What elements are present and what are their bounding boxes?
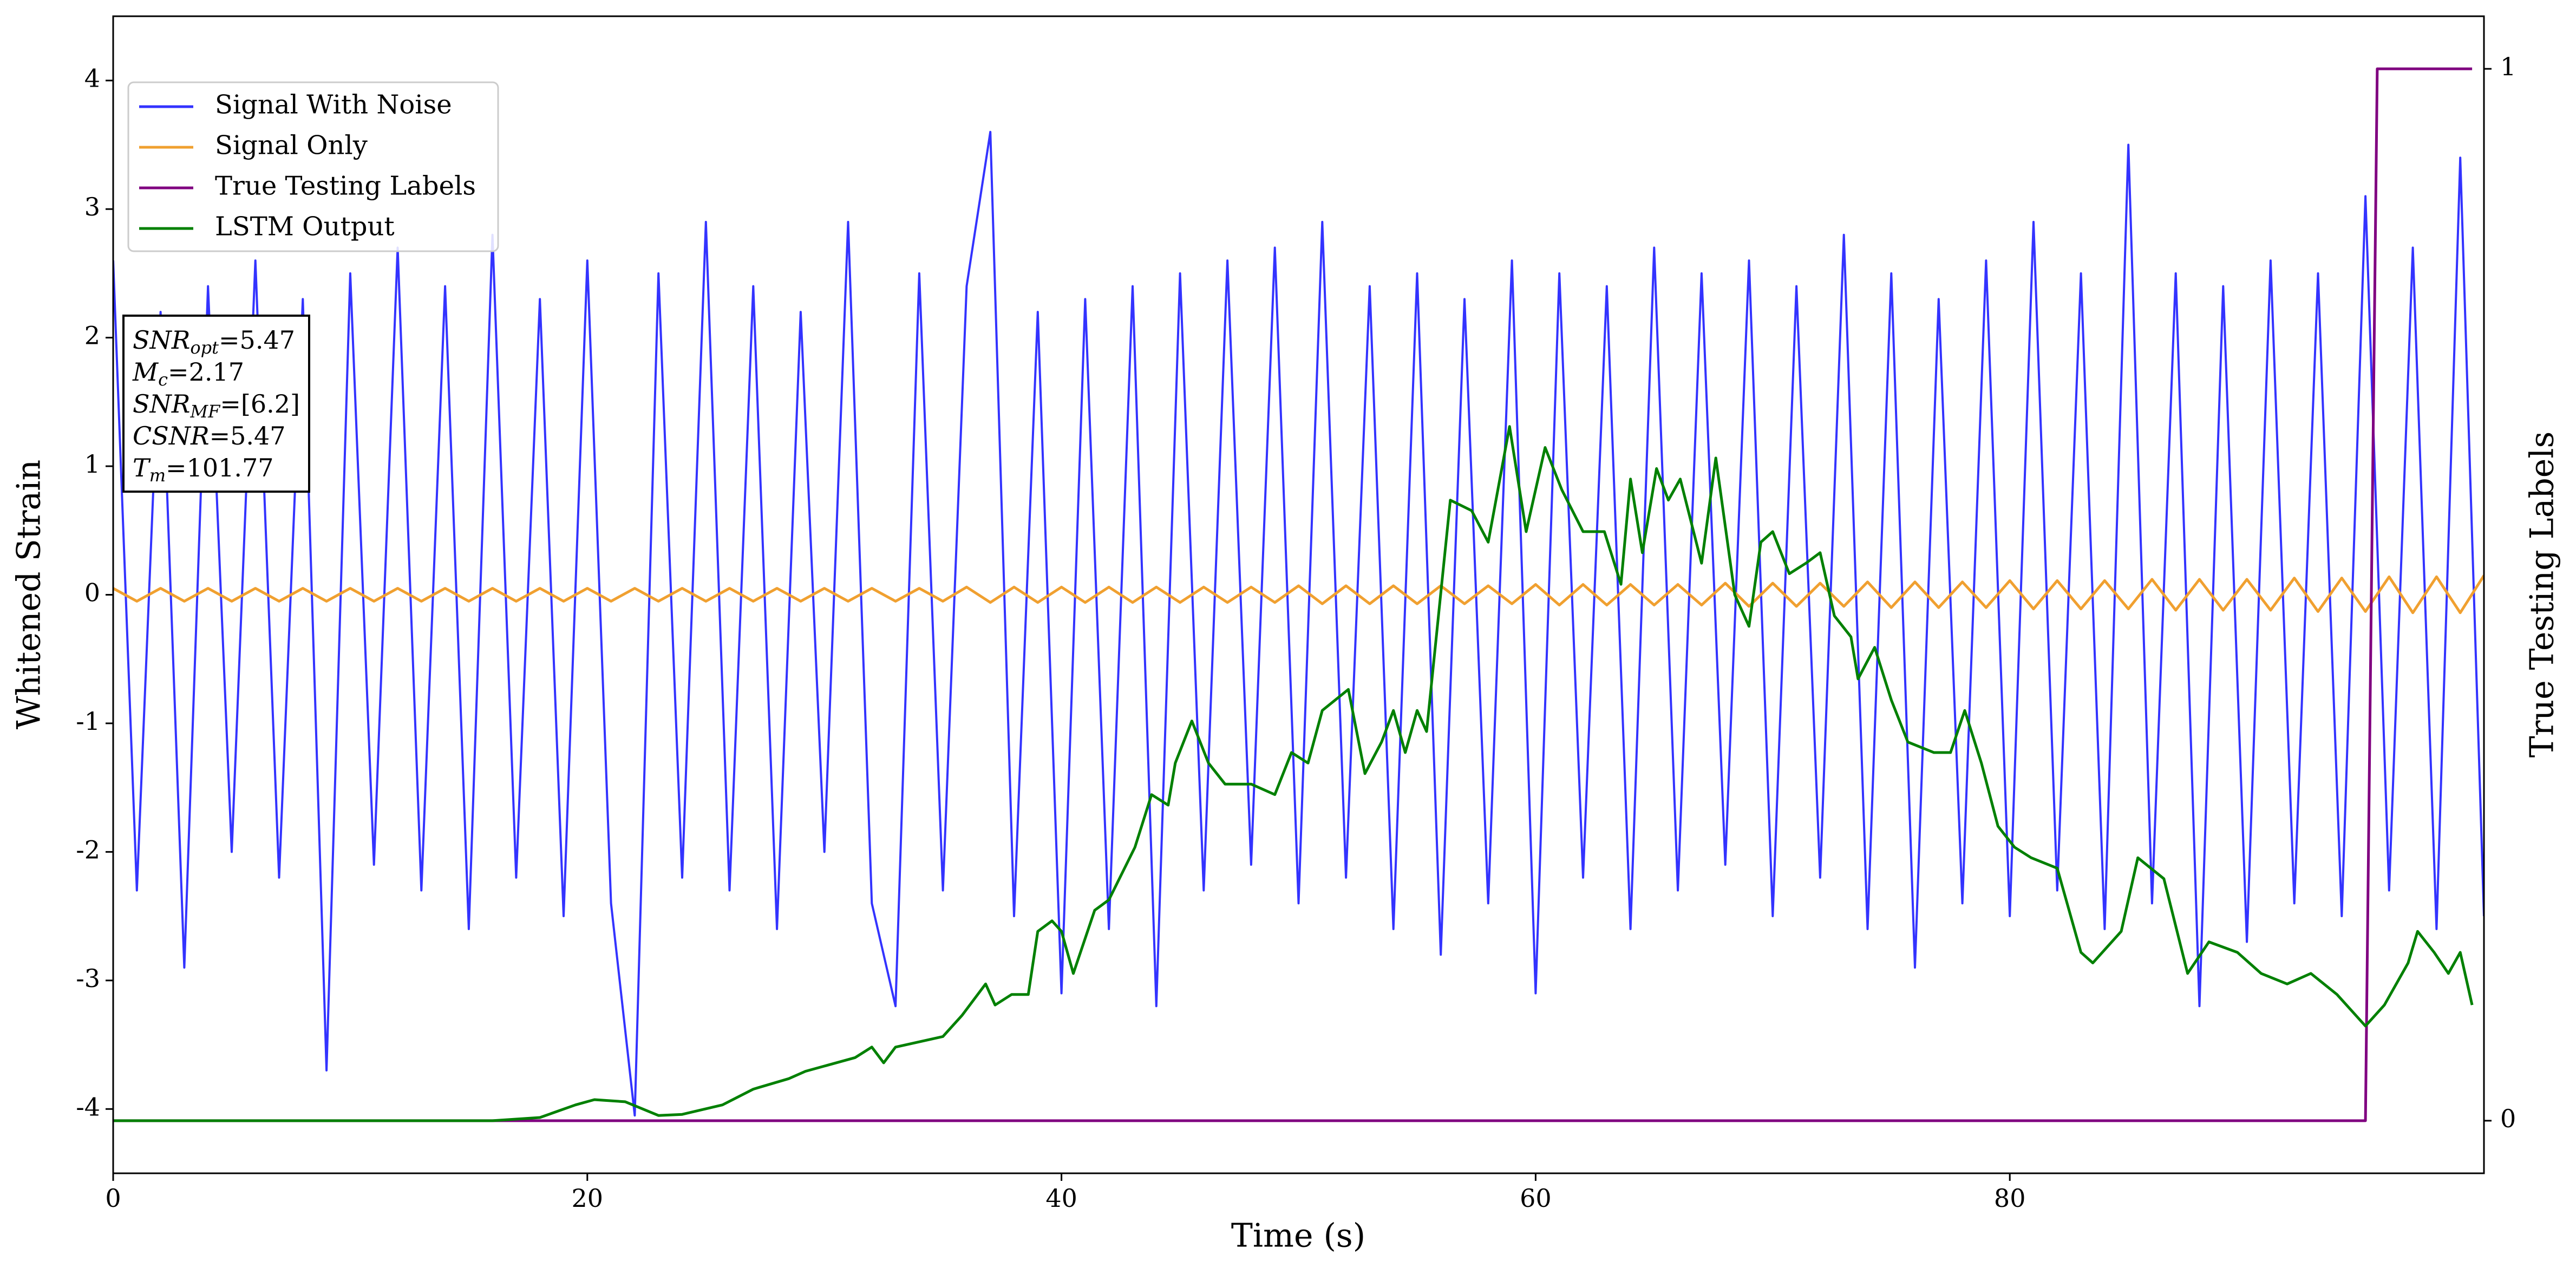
- annotation-line: Tm=101.77: [133, 453, 274, 486]
- legend-label: LSTM Output: [215, 212, 395, 242]
- x-tick-label: 40: [1045, 1184, 1077, 1213]
- y2-tick-label: 1: [2500, 52, 2516, 81]
- annotation-line: Mc=2.17: [132, 357, 244, 390]
- y-tick-label: -1: [76, 707, 100, 736]
- x-tick-label: 60: [1520, 1184, 1552, 1213]
- y-tick-label: -3: [76, 964, 100, 993]
- annotation-text: =2.17: [168, 357, 244, 387]
- annotation-var: T: [133, 453, 151, 482]
- y-tick-label: 1: [84, 449, 100, 479]
- annotation-sub: opt: [190, 337, 219, 358]
- annotation-var: SNR: [133, 325, 190, 355]
- annotation-sub: c: [158, 369, 168, 390]
- y2-axis-label: True Testing Labels: [2523, 432, 2561, 758]
- legend-label: Signal Only: [215, 130, 368, 161]
- series-line: [113, 67, 2473, 1122]
- y-axis-label: Whitened Strain: [10, 460, 48, 729]
- x-axis-label: Time (s): [1231, 1217, 1365, 1255]
- annotation-text: =101.77: [166, 453, 274, 482]
- annotation-box: [122, 315, 310, 493]
- y-tick-label: -2: [76, 835, 100, 864]
- annotation-line: CSNR=5.47: [133, 421, 286, 450]
- legend: Signal With Noise Signal Only True Testing…: [127, 81, 499, 252]
- x-tick-label: 0: [105, 1184, 121, 1213]
- y-tick-label: 4: [84, 64, 100, 93]
- annotation-var: CSNR: [133, 421, 210, 450]
- x-tick-label: 20: [572, 1184, 604, 1213]
- series-line: [113, 574, 2484, 615]
- y2-tick-label: 0: [2500, 1104, 2516, 1133]
- y-tick-label: 0: [84, 578, 100, 607]
- annotation-text: =5.47: [210, 421, 286, 450]
- annotation-var: SNR: [133, 389, 190, 419]
- annotation-line: SNRopt=5.47: [133, 325, 295, 358]
- annotation-text: =[6.2]: [220, 389, 300, 419]
- annotation-sub: MF: [189, 401, 221, 422]
- x-tick-label: 80: [1994, 1184, 2026, 1213]
- annotation-var: M: [132, 357, 159, 387]
- series-line: [113, 130, 2484, 1117]
- series-line: [113, 425, 2474, 1122]
- y-tick-label: 2: [84, 321, 100, 350]
- y-tick-label: 3: [84, 192, 100, 221]
- legend-box: [127, 81, 499, 252]
- legend-label: Signal With Noise: [215, 90, 452, 120]
- legend-label: True Testing Labels: [215, 171, 476, 201]
- y-tick-label: -4: [76, 1092, 100, 1121]
- annotation-text: =5.47: [219, 325, 295, 355]
- annotation: SNRopt=5.47Mc=2.17SNRMF=[6.2]CSNR=5.47Tm…: [122, 315, 310, 493]
- annotation-sub: m: [149, 465, 166, 486]
- annotation-line: SNRMF=[6.2]: [133, 389, 300, 422]
